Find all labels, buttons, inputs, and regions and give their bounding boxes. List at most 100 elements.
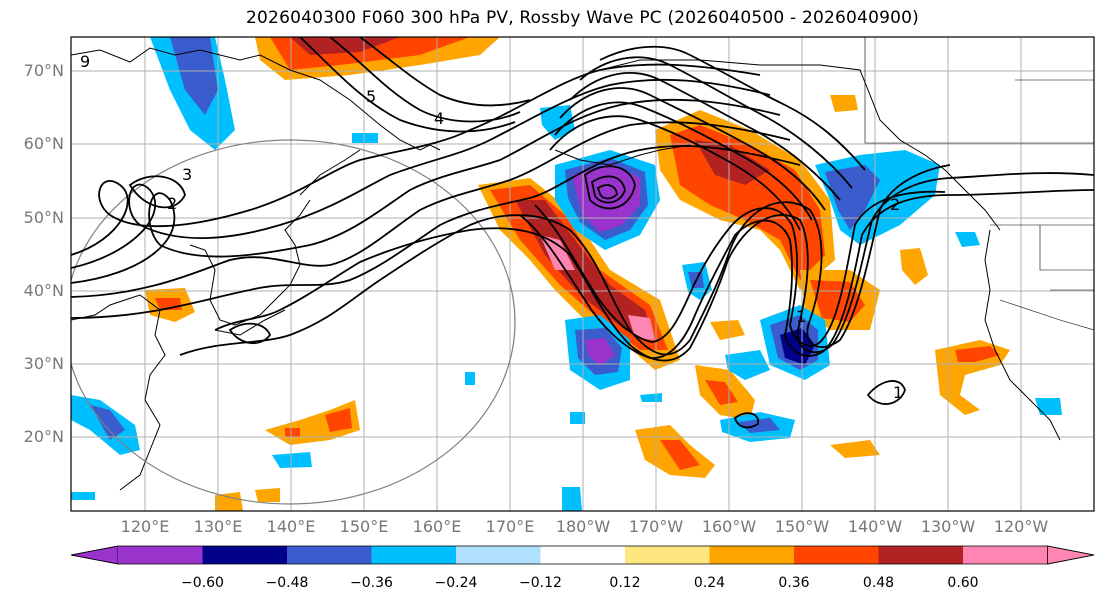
- political-borders: [864, 37, 1094, 331]
- negative-anomaly-region: [272, 452, 312, 468]
- positive-anomaly-region: [935, 340, 1010, 415]
- border-line: [864, 37, 1094, 144]
- pv-contour: [554, 101, 813, 221]
- lon-label-130w: 130°W: [920, 517, 976, 536]
- positive-anomaly-region: [830, 440, 880, 458]
- negative-anomaly-region: [955, 232, 980, 247]
- negative-anomaly-region: [170, 37, 218, 115]
- lat-label-70n: 70°N: [23, 61, 64, 80]
- lat-label-50n: 50°N: [23, 208, 64, 227]
- colorbar-segment: [963, 546, 1048, 564]
- lon-label-170e: 170°E: [485, 517, 535, 536]
- lon-label-120w: 120°W: [993, 517, 1049, 536]
- pv-contour: [71, 63, 761, 256]
- positive-anomaly-region: [285, 428, 300, 437]
- lon-label-170w: 170°W: [628, 517, 684, 536]
- map-area: 3 2 5 4 9 2 1 1: [71, 37, 1094, 511]
- positive-anomaly-region: [325, 408, 352, 432]
- colorbar-segment: [287, 546, 372, 564]
- lat-label-30n: 30°N: [23, 354, 64, 373]
- coastlines: [71, 47, 1061, 491]
- colorbar: [70, 545, 1095, 565]
- map-frame: [70, 36, 1095, 512]
- influence-radius-circle: [71, 139, 516, 505]
- colorbar-tick-label: −0.36: [350, 575, 393, 591]
- pv-contour: [71, 121, 791, 298]
- contour-label: 2: [167, 194, 177, 213]
- colorbar-tick-label: −0.24: [434, 575, 478, 591]
- pv-contour: [584, 165, 636, 210]
- pv-contour: [599, 45, 866, 171]
- colorbar-tick-label: −0.12: [519, 575, 562, 591]
- pv-contour: [559, 87, 826, 211]
- pv-contour: [866, 380, 906, 405]
- colorbar-tick-label: 0.24: [693, 575, 726, 591]
- positive-anomaly-region: [215, 492, 243, 511]
- pv-contour: [569, 72, 841, 201]
- positive-anomaly-region: [695, 140, 770, 185]
- pv-contour: [71, 98, 781, 284]
- positive-anomaly-region: [290, 37, 400, 55]
- pv-contour: [71, 145, 801, 319]
- coastline-alaska: [599, 59, 1001, 231]
- negative-anomaly-region: [540, 105, 575, 140]
- negative-anomaly-region: [585, 338, 615, 366]
- coastline-korea-japan: [189, 199, 311, 326]
- positive-anomaly-region: [255, 488, 280, 502]
- lon-label-160w: 160°W: [701, 517, 757, 536]
- coastline-aleutians: [554, 144, 691, 166]
- positive-anomaly-region: [955, 346, 1000, 362]
- negative-anomaly-region: [562, 487, 582, 511]
- border-line: [1039, 225, 1094, 271]
- colorbar-segment: [709, 546, 794, 564]
- contour-label: 3: [182, 165, 192, 184]
- colorbar-segment: [371, 546, 456, 564]
- colorbar-outline: [70, 545, 1095, 565]
- negative-anomaly-region: [725, 350, 770, 380]
- pv-contour: [128, 175, 186, 209]
- lon-label-140w: 140°W: [847, 517, 903, 536]
- contour-label: 9: [80, 52, 90, 71]
- lat-label-60n: 60°N: [23, 134, 64, 153]
- coastline-asia: [71, 47, 441, 151]
- negative-anomaly-region: [1035, 398, 1062, 415]
- coastline-east-asia: [71, 294, 166, 491]
- colorbar-min-extend: [70, 545, 119, 565]
- colorbar-tick-label: 0.60: [947, 575, 979, 591]
- positive-anomaly-region: [830, 95, 858, 112]
- positive-anomaly-region: [705, 380, 738, 405]
- pv-contour: [299, 37, 516, 133]
- lon-label-150e: 150°E: [339, 517, 389, 536]
- positive-anomaly-region: [540, 235, 575, 270]
- colorbar-segment: [456, 546, 541, 564]
- pv-contour: [329, 37, 521, 123]
- negative-anomaly-region: [570, 412, 585, 424]
- positive-anomaly-region: [628, 315, 655, 340]
- contour-label: 1: [796, 307, 806, 326]
- contour-label: 1: [893, 383, 903, 402]
- contour-label: 4: [434, 109, 444, 128]
- negative-anomaly-region: [825, 165, 880, 230]
- map-title: 2026040300 F060 300 hPa PV, Rossby Wave …: [246, 8, 919, 28]
- colorbar-segment: [625, 546, 710, 564]
- coastline-japan: [214, 309, 286, 336]
- positive-anomaly-region: [900, 248, 928, 285]
- colorbar-segment: [794, 546, 879, 564]
- negative-anomaly-region: [465, 372, 475, 385]
- lon-label-120e: 120°E: [120, 517, 170, 536]
- lon-label-140e: 140°E: [266, 517, 316, 536]
- positive-anomaly-region: [710, 320, 745, 340]
- border-line: [999, 299, 1094, 331]
- colorbar-segment: [878, 546, 963, 564]
- pv-contour: [228, 322, 272, 344]
- pv-contour: [179, 164, 951, 356]
- lon-label-160e: 160°E: [412, 517, 462, 536]
- contour-labels: 3 2 5 4 9 2 1 1: [80, 52, 903, 402]
- pv-contour: [549, 115, 801, 231]
- positive-anomaly-region: [660, 440, 700, 470]
- contour-label: 2: [890, 195, 900, 214]
- pv-contour: [71, 78, 771, 269]
- lon-label-150w: 150°W: [774, 517, 830, 536]
- negative-anomaly-region: [71, 492, 95, 500]
